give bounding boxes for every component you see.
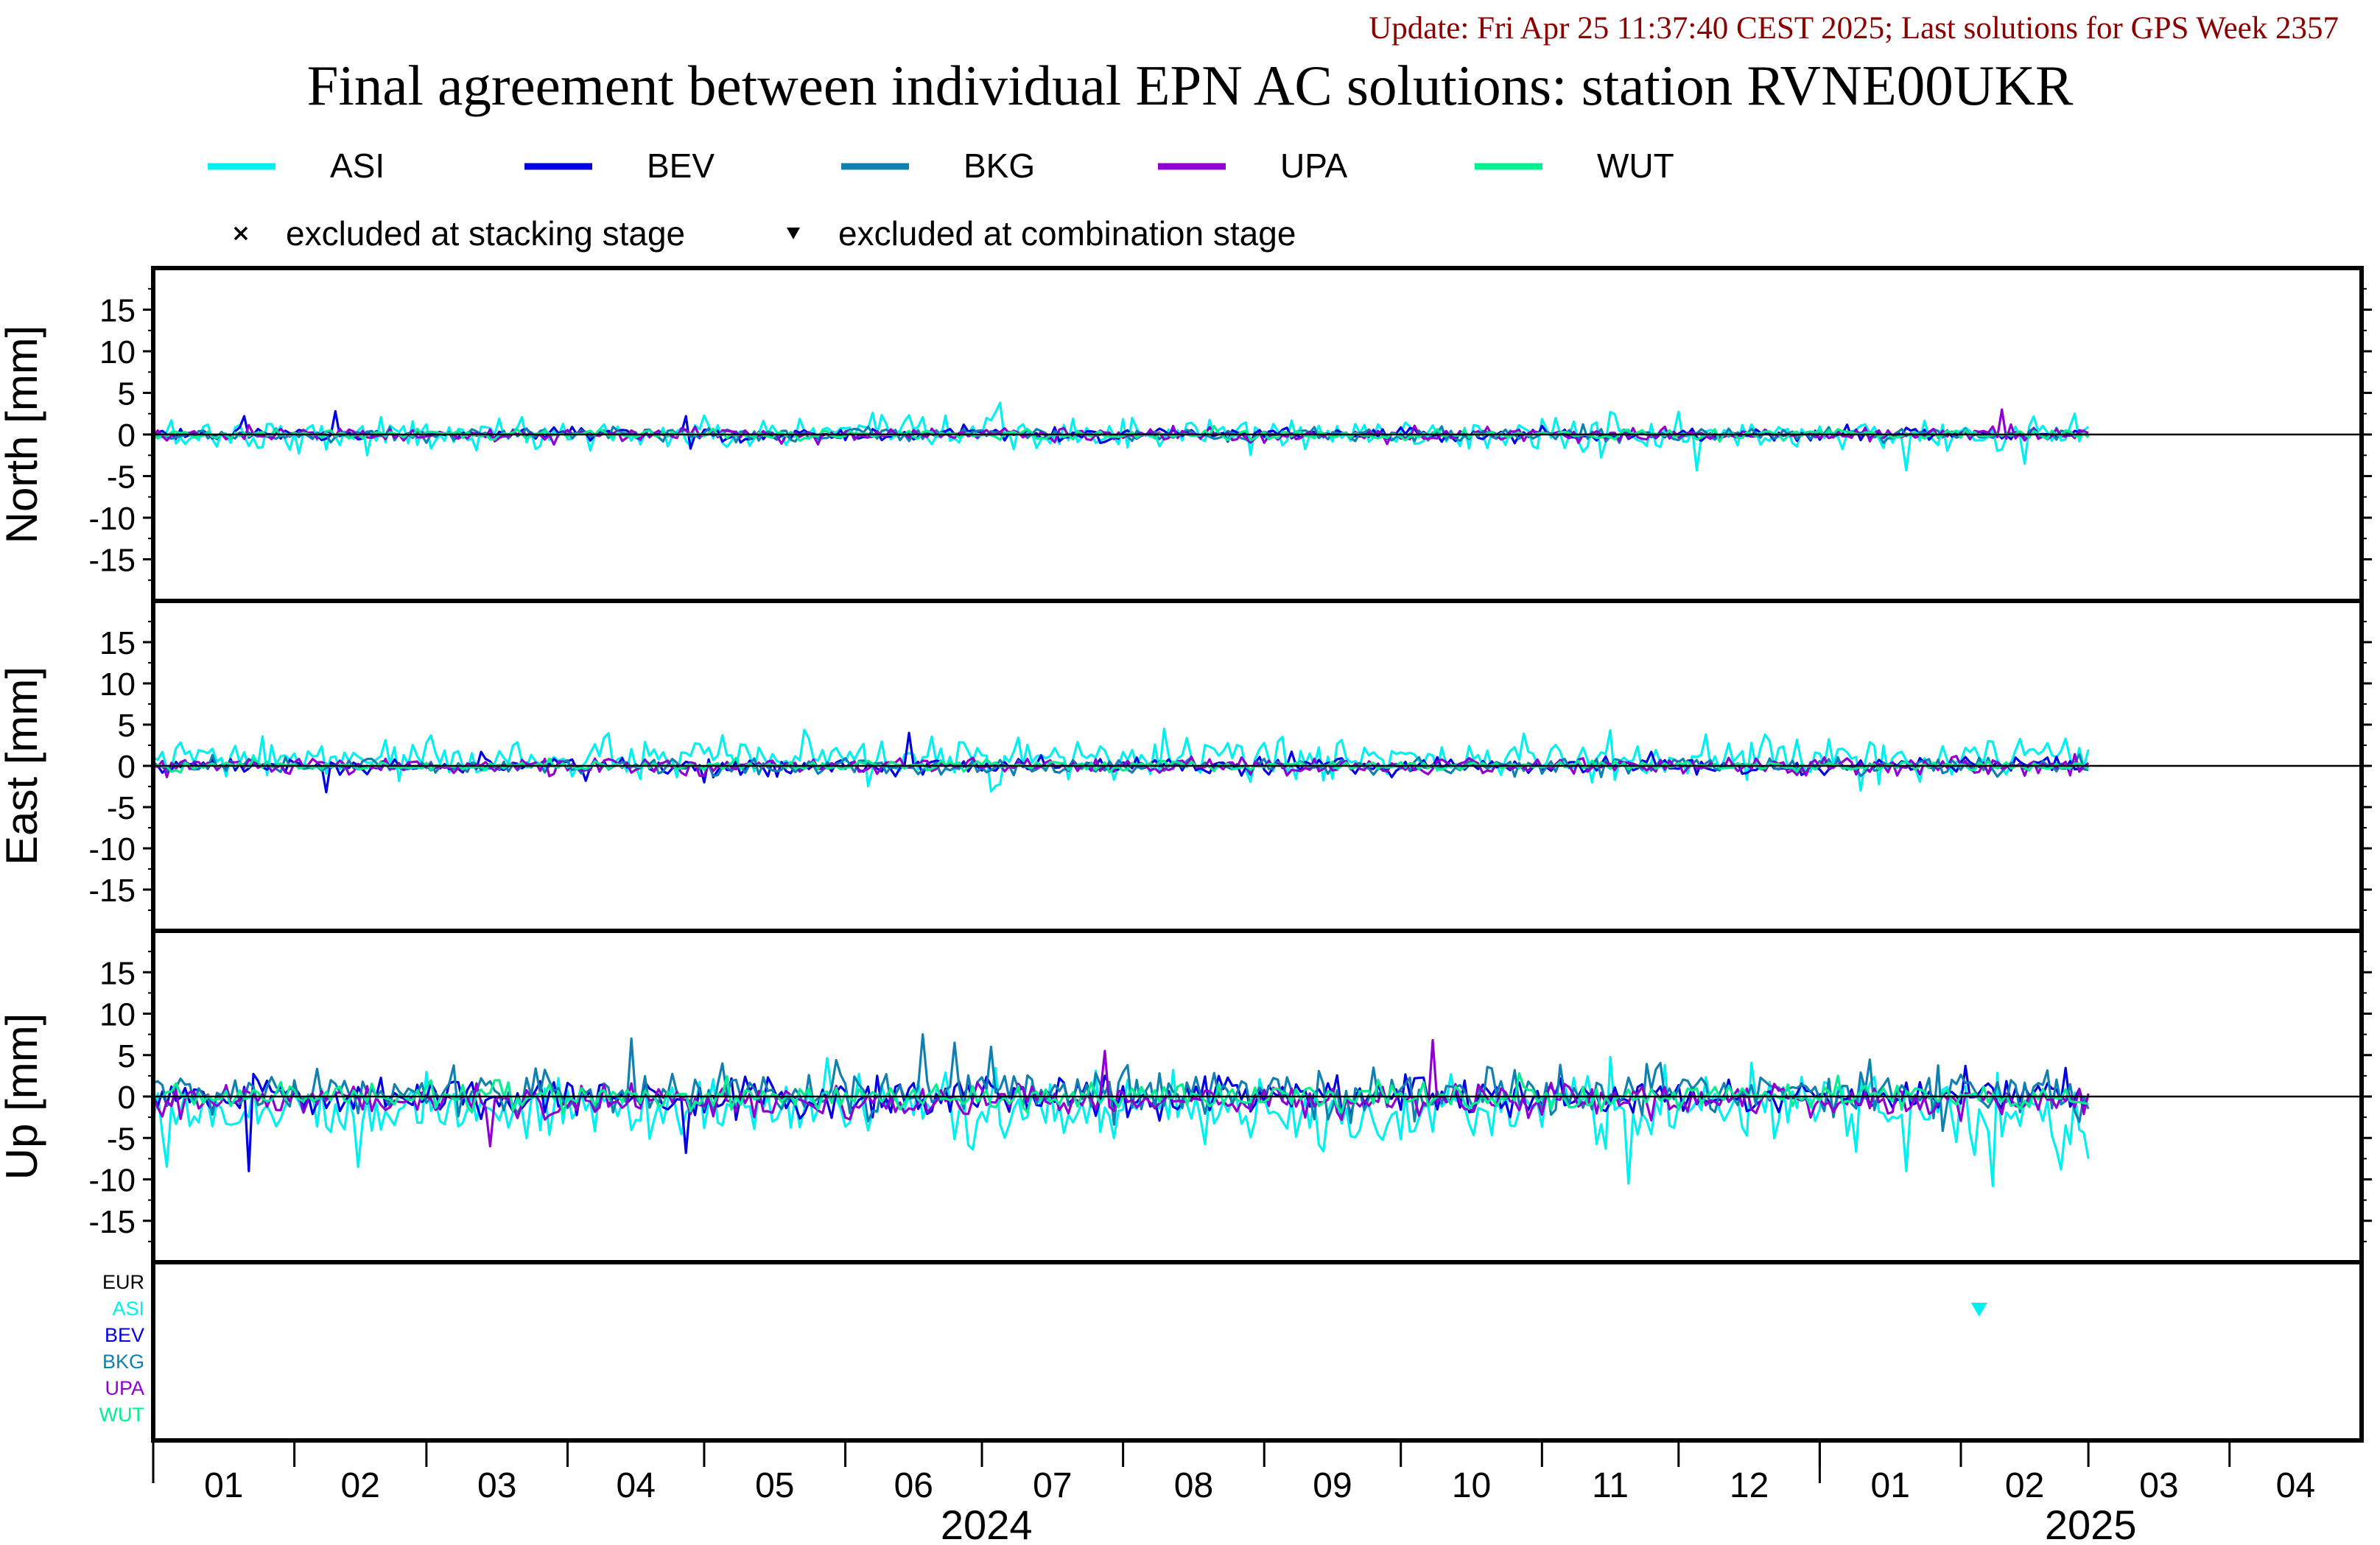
y-tick-label: 0 (118, 418, 136, 454)
x-month-label: 06 (894, 1466, 933, 1505)
legend: ASI BEV BKG UPA WUT excluded at stacking stag… (208, 147, 1674, 253)
exclusion-panel-frame (151, 1260, 2364, 1443)
x-month-label: 01 (1871, 1466, 1910, 1505)
exclusion-row-label-wut: WUT (99, 1404, 144, 1426)
legend-stacking-label: excluded at stacking stage (286, 214, 685, 253)
panel-east: 15 10 5 0 -5 -10 -15 East [mm] (0, 599, 2372, 933)
y-axis-label: East [mm] (0, 666, 46, 865)
series-asi-line (153, 1055, 2090, 1188)
y-tick-label: 10 (99, 997, 136, 1033)
cross-marker-icon (234, 226, 248, 241)
triangle-marker-icon (787, 228, 800, 239)
y-tick-label: -5 (107, 1121, 136, 1157)
x-month-label: 02 (341, 1466, 380, 1505)
y-tick-label: 15 (99, 293, 136, 329)
y-axis-label: North [mm] (0, 325, 46, 544)
x-month-label: 07 (1033, 1466, 1072, 1505)
y-tick-label: -15 (88, 1204, 136, 1240)
exclusion-panel: EUR ASI BEV BKG UPA WUT (99, 1260, 2364, 1443)
legend-label-asi: ASI (330, 147, 385, 185)
y-tick-label: 5 (118, 376, 136, 412)
x-month-label: 05 (755, 1466, 794, 1505)
exclusion-marker-triangle (1970, 1303, 1987, 1317)
y-tick-label: 15 (99, 625, 136, 661)
x-month-label: 04 (2276, 1466, 2315, 1505)
series-asi-line (153, 727, 2090, 793)
x-month-label: 04 (617, 1466, 656, 1505)
plot-panels: 15 10 5 0 -5 -10 -15 North [mm] 15 10 5 0 -5 -10 -15 Ea… (0, 266, 2372, 1443)
y-tick-label: -10 (88, 1163, 136, 1199)
panel-up: 15 10 5 0 -5 -10 -15 Up [mm] (0, 929, 2372, 1264)
panel-series-group (153, 401, 2090, 472)
x-month-label: 03 (2139, 1466, 2178, 1505)
exclusion-row-label-bev: BEV (105, 1324, 144, 1346)
x-month-label: 01 (204, 1466, 243, 1505)
y-tick-label: 15 (99, 955, 136, 991)
panel-series-group (153, 1032, 2090, 1188)
panel-north: 15 10 5 0 -5 -10 -15 North [mm] (0, 266, 2372, 603)
legend-label-bkg: BKG (963, 147, 1035, 185)
exclusion-row-label-eur: EUR (102, 1271, 144, 1293)
y-tick-label: 10 (99, 334, 136, 370)
y-tick-label: -15 (88, 873, 136, 909)
x-month-label: 12 (1730, 1466, 1769, 1505)
series-wut-line (153, 1071, 2089, 1115)
exclusion-row-label-asi: ASI (112, 1298, 144, 1320)
x-month-label: 08 (1174, 1466, 1213, 1505)
series-bev-line (153, 1064, 2090, 1172)
panel-series-group (153, 727, 2090, 794)
x-axis: 01 02 03 04 05 06 07 08 09 10 11 12 01 02 03 04 2024 2025 (152, 1440, 2315, 1545)
x-month-label: 02 (2005, 1466, 2044, 1505)
legend-combination-label: excluded at combination stage (838, 214, 1296, 253)
x-year-label: 2024 (941, 1502, 1033, 1545)
x-month-label: 03 (477, 1466, 516, 1505)
x-month-label: 11 (1592, 1466, 1629, 1505)
y-tick-label: -15 (88, 543, 136, 579)
y-tick-label: -5 (107, 790, 136, 826)
y-tick-label: 10 (99, 666, 136, 703)
y-axis-label: Up [mm] (0, 1013, 46, 1180)
y-tick-label: 5 (118, 708, 136, 744)
update-timestamp: Update: Fri Apr 25 11:37:40 CEST 2025; L… (1369, 11, 2339, 46)
exclusion-row-label-upa: UPA (105, 1377, 144, 1399)
y-tick-label: -10 (88, 831, 136, 867)
exclusion-row-label-bkg: BKG (102, 1351, 144, 1373)
x-year-label: 2025 (2045, 1502, 2137, 1545)
series-wut-line (153, 756, 2089, 774)
series-asi-line (153, 401, 2090, 472)
chart-title: Final agreement between individual EPN A… (306, 54, 2074, 117)
y-tick-label: 0 (118, 1080, 136, 1116)
y-tick-label: -5 (107, 460, 136, 496)
x-month-label: 09 (1313, 1466, 1352, 1505)
legend-label-upa: UPA (1280, 147, 1347, 185)
x-month-label: 10 (1452, 1466, 1491, 1505)
legend-label-wut: WUT (1597, 147, 1674, 185)
y-tick-label: 0 (118, 749, 136, 785)
series-bkg-line (153, 1032, 2090, 1133)
legend-label-bev: BEV (647, 147, 715, 185)
y-tick-label: 5 (118, 1038, 136, 1074)
y-tick-label: -10 (88, 501, 136, 537)
